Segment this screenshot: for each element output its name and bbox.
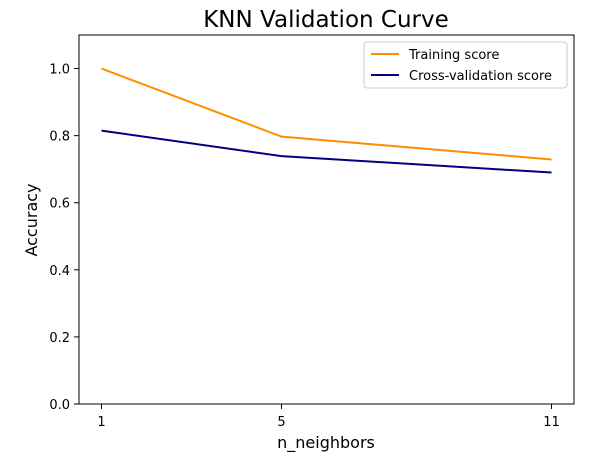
y-tick-label: 0.8	[49, 130, 70, 145]
y-tick-label: 0.6	[49, 197, 70, 212]
x-tick-label: 11	[543, 415, 560, 430]
plot-frame	[78, 34, 575, 405]
y-tick-label: 1.0	[49, 63, 70, 78]
legend-label: Cross-validation score	[409, 69, 552, 84]
legend: Training score Cross-validation score	[363, 41, 568, 89]
y-axis-label: Accuracy	[22, 183, 41, 256]
y-tick-label: 0.4	[49, 264, 70, 279]
y-tick-label: 0.0	[49, 398, 70, 413]
x-tick-label: 5	[277, 415, 285, 430]
series-lines	[101, 67, 552, 174]
x-tick-label: 1	[97, 415, 105, 430]
series-line-0	[101, 67, 552, 161]
x-axis-label: n_neighbors	[277, 433, 375, 453]
y-axis-ticks: 0.0 0.2 0.4 0.6 0.8 1.0	[49, 63, 79, 413]
x-axis-ticks: 1 5 11	[97, 404, 560, 430]
legend-box	[363, 41, 568, 89]
legend-label: Training score	[408, 48, 499, 63]
plot-area	[78, 34, 575, 405]
series-line-1	[101, 129, 552, 174]
chart-title: KNN Validation Curve	[203, 7, 449, 33]
y-tick-label: 0.2	[49, 331, 70, 346]
